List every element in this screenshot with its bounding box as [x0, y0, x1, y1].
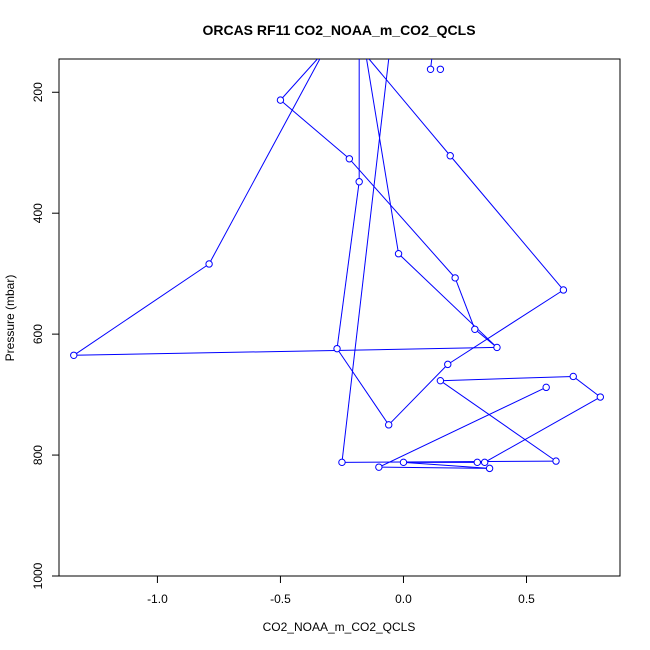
y-tick-label: 600 — [31, 324, 45, 344]
series-segment — [449, 155, 564, 291]
data-point — [480, 458, 489, 467]
series-points — [70, 65, 605, 473]
y-tick-label: 1000 — [31, 562, 45, 589]
series-segment — [440, 375, 574, 382]
x-axis: -1.0 -0.5 0.0 0.5 — [147, 576, 535, 606]
series-segment — [336, 348, 390, 426]
data-point — [70, 351, 78, 359]
y-tick-label: 200 — [31, 82, 45, 102]
data-point — [345, 155, 354, 163]
series-segment — [447, 289, 564, 365]
x-tick-label: -0.5 — [270, 592, 291, 606]
data-point — [444, 360, 452, 369]
series-segment — [368, 59, 451, 157]
data-point — [473, 458, 481, 467]
series-segment — [572, 376, 601, 398]
data-point — [493, 343, 501, 352]
x-tick-label: 0.5 — [518, 592, 535, 606]
series-segment — [378, 466, 490, 469]
data-point — [338, 458, 346, 467]
data-point — [375, 463, 383, 471]
x-axis-label: CO2_NOAA_m_CO2_QCLS — [263, 620, 416, 634]
data-point — [355, 178, 363, 186]
data-point — [451, 274, 459, 282]
data-point — [276, 96, 285, 104]
series-segment — [484, 396, 601, 463]
data-point — [333, 344, 341, 353]
series-segment — [341, 59, 390, 463]
series-segment — [403, 461, 490, 469]
y-tick-label: 400 — [31, 203, 45, 223]
series-segment — [366, 59, 400, 254]
data-point — [446, 152, 454, 160]
series-segment — [388, 364, 449, 426]
series-segment — [336, 181, 360, 349]
series-segment — [280, 59, 318, 101]
y-axis: 200 400 600 800 1000 — [31, 82, 59, 589]
series-segment — [208, 59, 321, 265]
series-segment — [73, 263, 210, 356]
series-segment — [398, 253, 498, 348]
series-segment — [348, 158, 456, 279]
x-tick-label: 0.0 — [395, 592, 412, 606]
series-segment — [280, 99, 350, 160]
data-point — [471, 325, 479, 333]
data-point — [436, 376, 445, 385]
series-segment — [73, 346, 497, 356]
data-point — [385, 421, 393, 429]
series-segment — [454, 277, 476, 330]
chart-title: ORCAS RF11 CO2_NOAA_m_CO2_QCLS — [202, 22, 475, 38]
data-point — [394, 250, 403, 258]
plot-frame — [58, 58, 621, 577]
x-tick-label: -1.0 — [147, 592, 168, 606]
series-segment — [440, 380, 557, 462]
data-point — [569, 372, 577, 381]
data-point — [559, 286, 568, 294]
series-segment — [378, 386, 547, 468]
y-tick-label: 800 — [31, 445, 45, 465]
data-point — [205, 260, 213, 268]
data-point — [426, 65, 435, 73]
series-lines — [73, 59, 601, 469]
data-point — [552, 457, 560, 465]
data-point — [399, 458, 408, 467]
y-axis-label: Pressure (mbar) — [3, 275, 17, 362]
data-point — [485, 464, 494, 473]
data-point — [542, 383, 550, 392]
data-point — [596, 393, 605, 401]
data-point — [436, 65, 445, 73]
series-segment — [341, 460, 557, 463]
